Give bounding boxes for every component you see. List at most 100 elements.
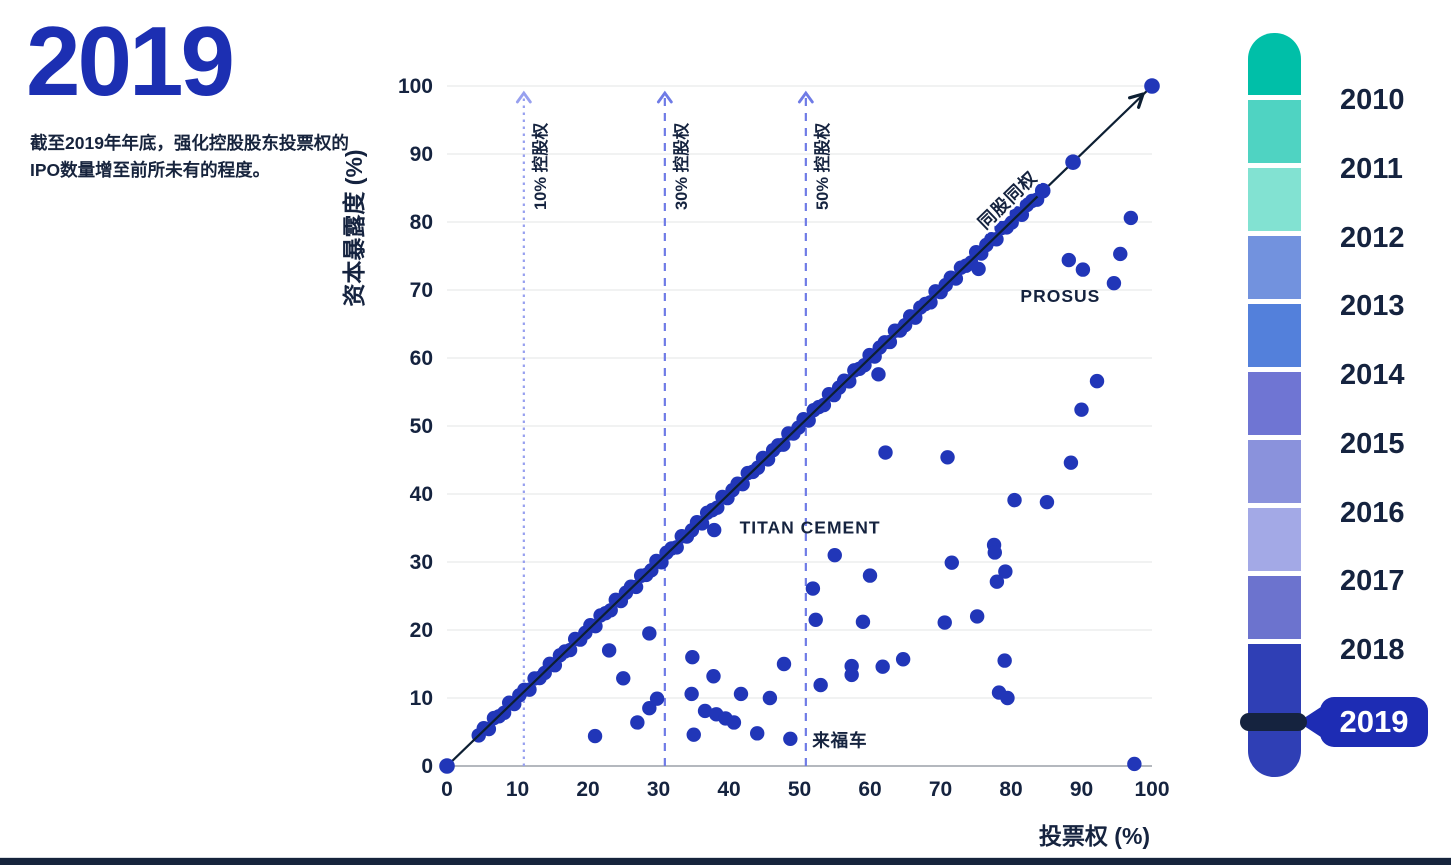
diagonal-point[interactable] [923, 295, 938, 310]
timeline-segment-2018[interactable] [1248, 576, 1301, 639]
data-point[interactable] [878, 445, 893, 460]
timeline-segment-2013[interactable] [1248, 236, 1301, 299]
data-point[interactable] [684, 686, 699, 702]
data-point[interactable] [987, 545, 1002, 560]
data-point[interactable] [726, 715, 742, 730]
data-point[interactable] [1007, 492, 1022, 508]
diagonal-point[interactable] [562, 642, 578, 658]
timeline-year-2011[interactable]: 2011 [1340, 153, 1403, 185]
diagonal-point[interactable] [948, 271, 964, 286]
diagonal-point[interactable] [776, 437, 791, 452]
data-point[interactable] [1075, 262, 1091, 277]
data-point[interactable] [1106, 276, 1122, 291]
timeline-segment-2015[interactable] [1248, 372, 1301, 435]
data-point[interactable] [808, 612, 823, 627]
diagonal-point[interactable] [588, 618, 603, 634]
y-tick-label: 30 [410, 551, 433, 574]
data-point[interactable] [871, 367, 886, 382]
data-point-titan-cement[interactable] [706, 522, 722, 538]
data-point[interactable] [855, 614, 871, 630]
data-point[interactable] [989, 574, 1005, 589]
equal-rights-line-arrow-icon [1127, 92, 1145, 109]
diagonal-point[interactable] [481, 721, 497, 737]
diagonal-point[interactable] [735, 476, 750, 492]
data-point[interactable] [1000, 690, 1015, 706]
data-point[interactable] [587, 728, 603, 744]
diagonal-point[interactable] [628, 579, 644, 595]
data-point[interactable] [601, 643, 617, 658]
data-point[interactable] [1127, 756, 1142, 772]
timeline-year-2016[interactable]: 2016 [1340, 497, 1405, 529]
timeline-track[interactable] [1248, 33, 1301, 777]
data-point[interactable] [686, 727, 701, 742]
data-point[interactable] [642, 701, 657, 716]
data-point[interactable] [971, 261, 986, 277]
data-point[interactable] [940, 450, 955, 465]
timeline-segment-2011[interactable] [1248, 100, 1301, 163]
diagonal-point[interactable] [842, 374, 857, 389]
scatter-plot-canvas[interactable]: 0 10 20 30 40 50 60 70 80 90 100 0 10 20 30 40 50 60 70 80 9… [380, 70, 1170, 815]
equal-rights-line [446, 85, 1153, 767]
data-point[interactable] [969, 609, 985, 624]
diagonal-point[interactable] [1065, 154, 1081, 170]
data-point[interactable] [649, 691, 665, 706]
data-point[interactable] [762, 690, 778, 706]
scatter-chart: 0 10 20 30 40 50 60 70 80 90 100 0 10 20 30 40 50 60 70 80 9… [380, 70, 1170, 815]
data-point[interactable] [616, 671, 631, 686]
diagonal-point[interactable] [439, 758, 455, 774]
timeline-segment-2014[interactable] [1248, 304, 1301, 367]
threshold-label: 30% 控股权 [671, 122, 691, 210]
timeline-year-2018[interactable]: 2018 [1340, 634, 1405, 666]
data-point[interactable] [697, 703, 713, 719]
data-point-prosus[interactable] [1061, 252, 1077, 268]
timeline-marker-handle[interactable] [1240, 713, 1307, 731]
data-point[interactable] [1089, 373, 1105, 389]
timeline-year-2014[interactable]: 2014 [1340, 359, 1405, 391]
timeline-year-2013[interactable]: 2013 [1340, 290, 1405, 322]
data-point[interactable] [844, 667, 859, 683]
timeline-year-2012[interactable]: 2012 [1340, 222, 1405, 254]
data-point[interactable] [642, 626, 657, 641]
diagonal-point[interactable] [1144, 78, 1160, 94]
data-point[interactable] [895, 652, 911, 667]
diagonal-point[interactable] [669, 540, 684, 555]
data-point[interactable] [862, 568, 878, 583]
x-tick-label: 20 [576, 778, 599, 801]
data-point[interactable] [1074, 402, 1089, 417]
data-point[interactable] [805, 581, 821, 596]
timeline-segment-2012[interactable] [1248, 168, 1301, 231]
timeline-year-2017[interactable]: 2017 [1340, 565, 1405, 597]
diagonal-point[interactable] [882, 334, 898, 350]
timeline-year-2015[interactable]: 2015 [1340, 428, 1405, 460]
data-point[interactable] [944, 555, 959, 570]
diagonal-point[interactable] [989, 232, 1004, 247]
data-point[interactable] [1113, 246, 1128, 262]
data-point[interactable] [997, 653, 1012, 668]
timeline-segment-2017[interactable] [1248, 508, 1301, 571]
data-point-来福车[interactable] [783, 731, 798, 746]
data-point[interactable] [750, 726, 765, 741]
data-point[interactable] [827, 548, 842, 563]
data-point[interactable] [685, 650, 700, 665]
data-point[interactable] [1123, 210, 1139, 226]
data-point[interactable] [998, 564, 1013, 579]
data-point[interactable] [733, 686, 749, 702]
y-tick-label: 50 [410, 415, 433, 438]
diagonal-point[interactable] [816, 397, 832, 413]
timeline-segment-2010[interactable] [1248, 33, 1301, 95]
data-point[interactable] [937, 615, 952, 630]
timeline-year-2010[interactable]: 2010 [1340, 84, 1405, 116]
diagonal-point[interactable] [1034, 182, 1051, 199]
diagonal-point[interactable] [522, 682, 537, 697]
data-point[interactable] [1063, 455, 1079, 470]
data-point[interactable] [1039, 494, 1055, 510]
diagonal-point[interactable] [710, 500, 725, 515]
timeline-segment-2019[interactable] [1248, 644, 1301, 777]
selected-year-badge[interactable]: 2019 [1320, 697, 1428, 747]
data-point[interactable] [776, 656, 792, 672]
data-point[interactable] [875, 659, 890, 674]
timeline-segment-2016[interactable] [1248, 440, 1301, 503]
data-point[interactable] [813, 677, 828, 693]
data-point[interactable] [706, 669, 721, 684]
data-point[interactable] [630, 715, 645, 730]
